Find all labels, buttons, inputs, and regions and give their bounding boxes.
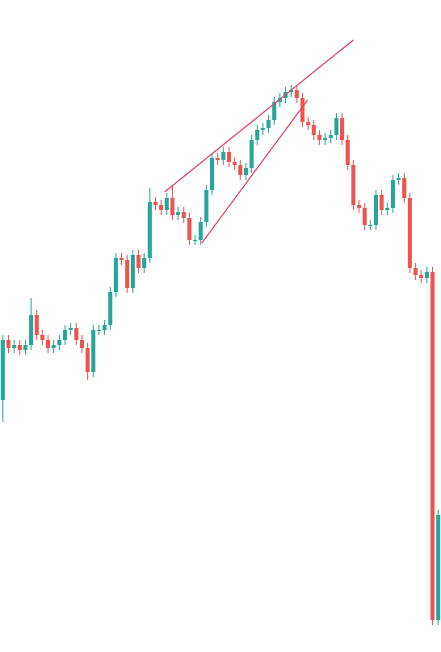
candle-body <box>300 98 305 122</box>
candle-body <box>407 198 412 268</box>
candle-body <box>260 128 265 130</box>
candle-body <box>142 258 147 268</box>
candle-body <box>34 315 39 335</box>
candle-body <box>40 335 45 340</box>
candle-body <box>373 195 379 225</box>
candle-body <box>198 222 203 240</box>
candle-body <box>79 340 85 348</box>
candle-body <box>390 180 395 208</box>
candle-body <box>221 152 226 160</box>
candle-body <box>85 348 90 372</box>
candle-body <box>164 198 169 210</box>
candle-body <box>317 135 322 140</box>
candle-body <box>136 255 141 268</box>
candle-body <box>351 165 356 205</box>
candle-body <box>46 340 51 348</box>
candle-body <box>176 212 181 215</box>
candle-body <box>74 328 79 340</box>
candle-body <box>125 260 130 288</box>
candle-body <box>17 345 22 350</box>
candle-body <box>119 258 124 260</box>
candle-body <box>368 225 373 226</box>
candle-body <box>226 152 232 162</box>
candle-body <box>0 340 5 400</box>
candle-body <box>249 140 254 168</box>
candle-body <box>29 315 34 345</box>
candle-body <box>209 158 215 190</box>
candle-body <box>334 118 339 135</box>
candle-body <box>130 255 135 288</box>
candle-body <box>102 325 107 330</box>
trendline <box>201 99 309 244</box>
candle-body <box>243 168 248 175</box>
candle-body <box>277 98 282 102</box>
candle-body <box>23 345 28 350</box>
candle-body <box>311 125 316 135</box>
candle-body <box>187 218 192 240</box>
candle-body <box>204 190 209 222</box>
candle-body <box>170 198 175 215</box>
candle-body <box>12 345 17 348</box>
candle-body <box>57 340 62 345</box>
candle-body <box>272 102 277 120</box>
candle-body <box>62 330 68 340</box>
candle-body <box>113 258 118 292</box>
candle-body <box>51 345 56 348</box>
candle-body <box>419 275 424 278</box>
candle-body <box>328 135 333 138</box>
candle-body <box>238 165 243 175</box>
candle-body <box>306 122 311 125</box>
candle-body <box>153 202 158 205</box>
candle-body <box>379 195 384 210</box>
candle-body <box>402 178 407 198</box>
candle-body <box>323 138 328 140</box>
candle-body <box>413 268 418 275</box>
candle-body <box>181 212 186 218</box>
candle-body <box>424 272 429 278</box>
candle-body <box>294 90 299 98</box>
candle-body <box>430 272 435 620</box>
candle-body <box>147 202 152 258</box>
trendline <box>164 39 354 193</box>
candle-body <box>436 515 441 620</box>
candle-body <box>96 330 101 331</box>
candle-body <box>356 205 362 208</box>
candle-body <box>215 158 220 160</box>
candle-body <box>6 340 11 348</box>
candle-body <box>340 118 345 140</box>
candle-body <box>396 178 401 180</box>
candle-body <box>385 208 390 210</box>
candle-body <box>266 120 271 128</box>
candle-body <box>289 90 294 92</box>
candle-body <box>255 130 260 140</box>
candle-body <box>159 205 164 210</box>
candle-body <box>345 140 350 165</box>
candle-body <box>362 208 367 225</box>
candle-body <box>68 328 73 330</box>
candle-body <box>91 330 96 372</box>
candle-body <box>232 162 237 165</box>
candle-body <box>193 240 198 241</box>
candle-body <box>108 292 113 325</box>
